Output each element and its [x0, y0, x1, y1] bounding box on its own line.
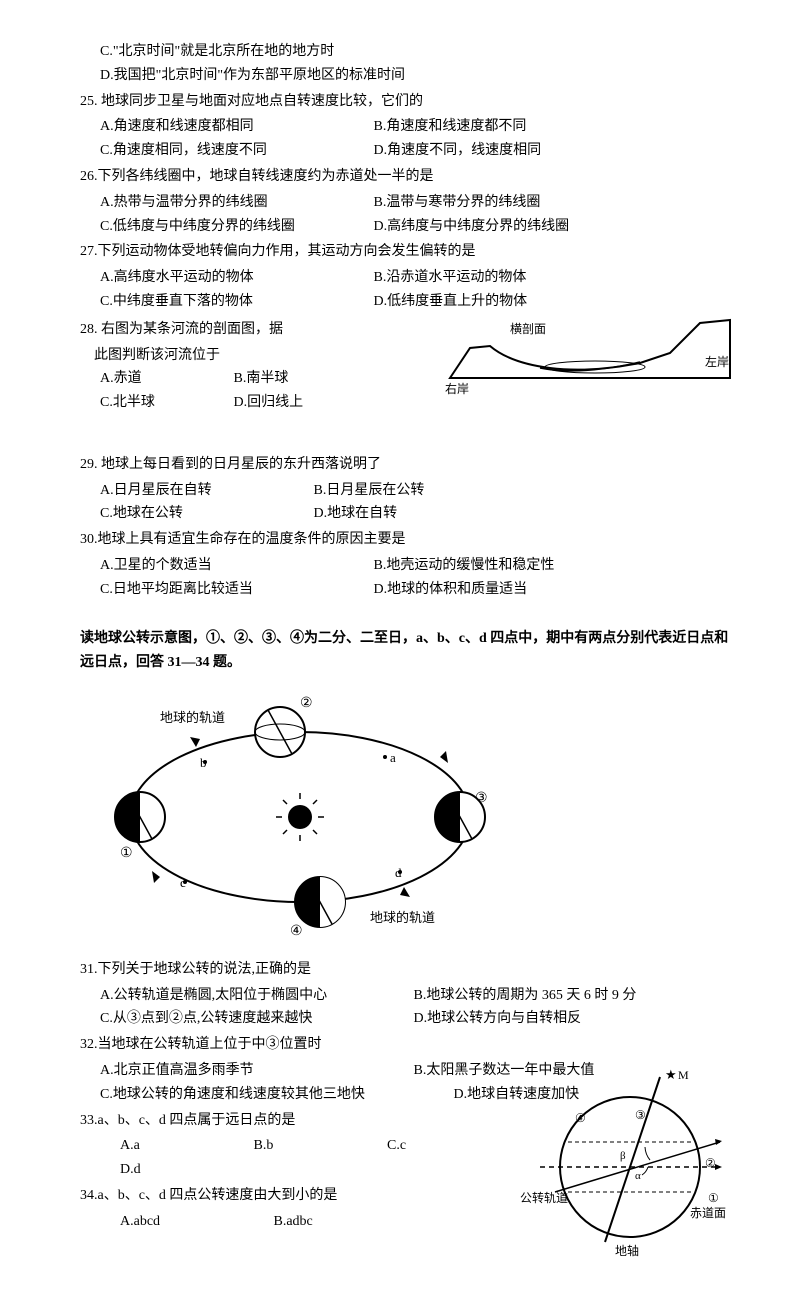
q25-b: B.角速度和线速度都不同	[374, 115, 614, 139]
q25-c: C.角速度相同，线速度不同	[100, 139, 340, 163]
q27-a: A.高纬度水平运动的物体	[100, 266, 340, 290]
q30-b: B.地壳运动的缓慢性和稳定性	[374, 554, 614, 578]
q31-b: B.地球公转的周期为 365 天 6 时 9 分	[414, 984, 654, 1008]
q32-c: C.地球公转的角速度和线速度较其他三地快	[100, 1083, 420, 1107]
q25-stem: 25. 地球同步卫星与地面对应地点自转速度比较，它们的	[80, 90, 740, 114]
tilt-1: ①	[708, 1191, 719, 1205]
q26-stem: 26.下列各纬线圈中，地球自转线速度约为赤道处一半的是	[80, 165, 740, 189]
track-label-1: 地球的轨道	[160, 710, 225, 725]
q27-c: C.中纬度垂直下落的物体	[100, 290, 340, 314]
q32-a: A.北京正值高温多雨季节	[100, 1059, 380, 1083]
q27-b: B.沿赤道水平运动的物体	[374, 266, 614, 290]
q26-a: A.热带与温带分界的纬线圈	[100, 191, 340, 215]
globe-1	[115, 792, 165, 842]
q28-d: D.回归线上	[234, 391, 334, 415]
q26-d: D.高纬度与中纬度分界的纬线圈	[374, 215, 614, 239]
q25-a: A.角速度和线速度都相同	[100, 115, 340, 139]
q29-c: C.地球在公转	[100, 502, 280, 526]
pos-4: ④	[290, 924, 303, 937]
q30-options: A.卫星的个数适当 B.地壳运动的缓慢性和稳定性 C.日地平均距离比较适当 D.…	[100, 554, 740, 602]
q31-d: D.地球公转方向与自转相反	[414, 1007, 654, 1031]
q33-d: D.d	[120, 1158, 220, 1182]
q29-a: A.日月星辰在自转	[100, 479, 280, 503]
q24-options: C."北京时间"就是北京所在地的地方时 D.我国把"北京时间"作为东部平原地区的…	[100, 40, 740, 88]
q25-options: A.角速度和线速度都相同 B.角速度和线速度都不同 C.角速度相同，线速度不同 …	[100, 115, 740, 163]
pos-1: ①	[120, 846, 133, 861]
q24-opt-d: D.我国把"北京时间"作为东部平原地区的标准时间	[100, 64, 740, 88]
q32-d: D.地球自转速度加快	[454, 1083, 580, 1107]
q33-b: B.b	[254, 1134, 354, 1158]
tilt-3: ③	[635, 1108, 646, 1122]
q28-block: 横剖面 右岸 左岸 28. 右图为某条河流的剖面图，据 此图判断该河流位于 A.…	[60, 318, 740, 415]
q29-d: D.地球在自转	[314, 502, 554, 526]
pos-2: ②	[300, 696, 313, 711]
q26-b: B.温带与寒带分界的纬线圈	[374, 191, 614, 215]
earth-orbit-diagram: 地球的轨道 地球的轨道 ① ② ③ ④ a b c d	[100, 687, 500, 937]
q28-a: A.赤道	[100, 367, 200, 391]
q30-d: D.地球的体积和质量适当	[374, 578, 614, 602]
q32-b: B.太阳黑子数达一年中最大值	[414, 1059, 595, 1083]
tilt-orbit: 公转轨道	[520, 1190, 568, 1205]
q28-c: C.北半球	[100, 391, 200, 415]
q24-opt-c: C."北京时间"就是北京所在地的地方时	[100, 40, 740, 64]
q31-c: C.从③点到②点,公转速度越来越快	[100, 1007, 380, 1031]
tilt-2: ②	[705, 1156, 716, 1170]
q25-d: D.角速度不同，线速度相同	[374, 139, 614, 163]
star-m: ★	[665, 1067, 677, 1082]
tilt-axis: 地轴	[615, 1243, 639, 1257]
globe-2	[255, 707, 305, 757]
q29-stem: 29. 地球上每日看到的日月星辰的东升西落说明了	[80, 453, 740, 477]
river-left-bank: 左岸	[705, 354, 729, 369]
q26-options: A.热带与温带分界的纬线圈 B.温带与寒带分界的纬线圈 C.低纬度与中纬度分界的…	[100, 191, 740, 239]
tilt-alpha: α	[635, 1170, 641, 1182]
globe-4	[295, 877, 345, 927]
orbit-instruction: 读地球公转示意图，①、②、③、④为二分、二至日，a、b、c、d 四点中，期中有两…	[80, 627, 740, 675]
label-m: M	[678, 1068, 689, 1082]
q34-a: A.abcd	[120, 1210, 240, 1234]
tilt-4: ④	[575, 1111, 586, 1125]
q30-a: A.卫星的个数适当	[100, 554, 340, 578]
tilt-beta: β	[620, 1150, 626, 1162]
river-right-bank: 右岸	[445, 381, 469, 396]
q27-options: A.高纬度水平运动的物体 B.沿赤道水平运动的物体 C.中纬度垂直下落的物体 D…	[100, 266, 740, 314]
tilt-equator: 赤道面	[690, 1206, 726, 1220]
pos-3: ③	[475, 791, 488, 806]
q26-c: C.低纬度与中纬度分界的纬线圈	[100, 215, 340, 239]
river-title: 横剖面	[510, 322, 546, 336]
q28-b: B.南半球	[234, 367, 334, 391]
track-label-2: 地球的轨道	[370, 910, 435, 925]
q33-a: A.a	[120, 1134, 220, 1158]
q34-b: B.adbc	[274, 1210, 313, 1234]
q31-stem: 31.下列关于地球公转的说法,正确的是	[80, 958, 740, 982]
pt-a: a	[390, 750, 396, 765]
q30-stem: 30.地球上具有适宜生命存在的温度条件的原因主要是	[80, 528, 740, 552]
q33-c: C.c	[387, 1134, 487, 1158]
q31-a: A.公转轨道是椭圆,太阳位于椭圆中心	[100, 984, 380, 1008]
q32-stem: 32.当地球在公转轨道上位于中③位置时	[80, 1033, 740, 1057]
q29-b: B.日月星辰在公转	[314, 479, 554, 503]
q30-c: C.日地平均距离比较适当	[100, 578, 340, 602]
q31-options: A.公转轨道是椭圆,太阳位于椭圆中心 B.地球公转的周期为 365 天 6 时 …	[100, 984, 740, 1032]
river-cross-section-diagram: 横剖面 右岸 左岸	[440, 308, 740, 398]
q27-stem: 27.下列运动物体受地转偏向力作用，其运动方向会发生偏转的是	[80, 240, 740, 264]
q29-options: A.日月星辰在自转 B.日月星辰在公转 C.地球在公转 D.地球在自转	[100, 479, 740, 527]
